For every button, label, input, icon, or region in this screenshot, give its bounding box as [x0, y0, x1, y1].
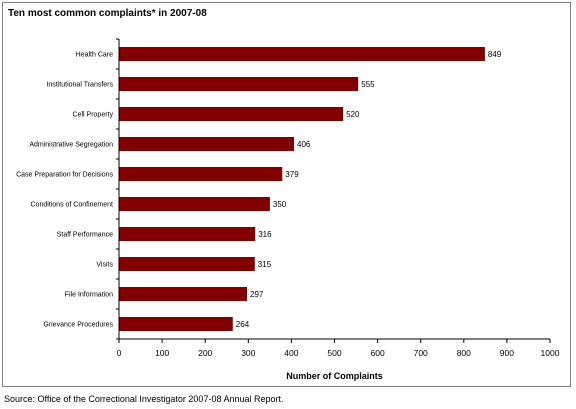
value-label: 406: [297, 140, 311, 149]
x-tick-label: 800: [457, 348, 471, 358]
category-label: Staff Performance: [57, 232, 113, 239]
x-tick-label: 200: [198, 348, 212, 358]
category-label: Visits: [96, 262, 113, 269]
value-label: 350: [273, 200, 287, 209]
x-tick-label: 0: [117, 348, 122, 358]
bar: [119, 227, 256, 241]
x-tick-label: 700: [414, 348, 428, 358]
x-tick-label: 400: [284, 348, 298, 358]
category-label: Administrative Segregation: [29, 142, 113, 149]
bar: [119, 107, 344, 121]
value-label: 316: [258, 230, 272, 239]
value-label: 555: [361, 80, 375, 89]
value-label: 520: [346, 110, 360, 119]
bar: [119, 287, 247, 301]
category-label: Grievance Procedures: [43, 322, 113, 329]
value-label: 315: [258, 260, 272, 269]
x-tick-label: 500: [327, 348, 341, 358]
bar: [119, 77, 359, 91]
category-label: Institutional Transfers: [46, 82, 113, 89]
category-label: File Information: [65, 292, 113, 299]
x-tick-label: 100: [155, 348, 169, 358]
bar: [119, 47, 485, 61]
category-label: Case Preparation for Decisions: [16, 172, 113, 179]
bar: [119, 137, 294, 151]
chart-title: Ten most common complaints* in 2007-08: [8, 8, 207, 19]
bar: [119, 167, 283, 181]
value-label: 297: [250, 290, 264, 299]
value-label: 849: [488, 50, 502, 59]
chart-frame: [2, 2, 571, 387]
value-label: 264: [236, 320, 250, 329]
category-label: Health Care: [76, 52, 113, 59]
x-tick-label: 900: [500, 348, 514, 358]
bar: [119, 317, 233, 331]
source-note: Source: Office of the Correctional Inves…: [4, 394, 284, 404]
x-tick-label: 1000: [541, 348, 560, 358]
x-axis-title: Number of Complaints: [286, 371, 383, 381]
bar: [119, 257, 255, 271]
x-tick-label: 300: [241, 348, 255, 358]
category-label: Cell Property: [73, 112, 114, 119]
category-label: Conditions of Confinement: [31, 202, 114, 209]
bar: [119, 197, 270, 211]
value-label: 379: [285, 170, 299, 179]
x-tick-label: 600: [371, 348, 385, 358]
